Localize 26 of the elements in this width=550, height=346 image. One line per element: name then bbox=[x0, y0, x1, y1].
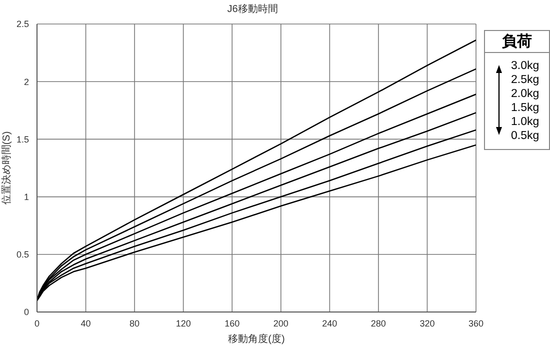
x-tick-label: 120 bbox=[176, 318, 191, 328]
y-axis-title: 位置決め時間(S) bbox=[0, 131, 13, 205]
y-tick-label: 2 bbox=[24, 76, 29, 87]
legend-label: 3.0kg bbox=[511, 59, 540, 73]
x-tick-label: 280 bbox=[370, 318, 386, 328]
x-tick-label: 360 bbox=[468, 318, 484, 328]
x-tick-label: 240 bbox=[322, 318, 338, 328]
legend-title: 負荷 bbox=[485, 31, 549, 53]
x-tick-label: 200 bbox=[273, 318, 288, 328]
x-tick-label: 320 bbox=[420, 318, 435, 328]
text: 1.0kg bbox=[511, 115, 540, 129]
y-tick-label: 1.5 bbox=[16, 134, 29, 144]
x-tick-label: 80 bbox=[130, 318, 140, 328]
legend-label: 0.5kg bbox=[511, 129, 540, 143]
y-tick-label: 2.5 bbox=[16, 19, 29, 30]
x-axis-title: 移動角度(度) bbox=[228, 333, 285, 345]
y-tick-label: 0.5 bbox=[16, 250, 29, 260]
chart-title: J6移動時間 bbox=[226, 2, 279, 16]
text: 2.0kg bbox=[511, 87, 540, 101]
x-tick-label: 0 bbox=[34, 318, 40, 328]
text: 2.5kg bbox=[511, 73, 540, 87]
y-tick-label: 0 bbox=[24, 307, 29, 318]
text: 1.5kg bbox=[511, 101, 540, 115]
y-tick-label: 1 bbox=[24, 192, 29, 202]
x-tick-label: 160 bbox=[224, 318, 240, 328]
x-tick-label: 40 bbox=[80, 318, 91, 328]
